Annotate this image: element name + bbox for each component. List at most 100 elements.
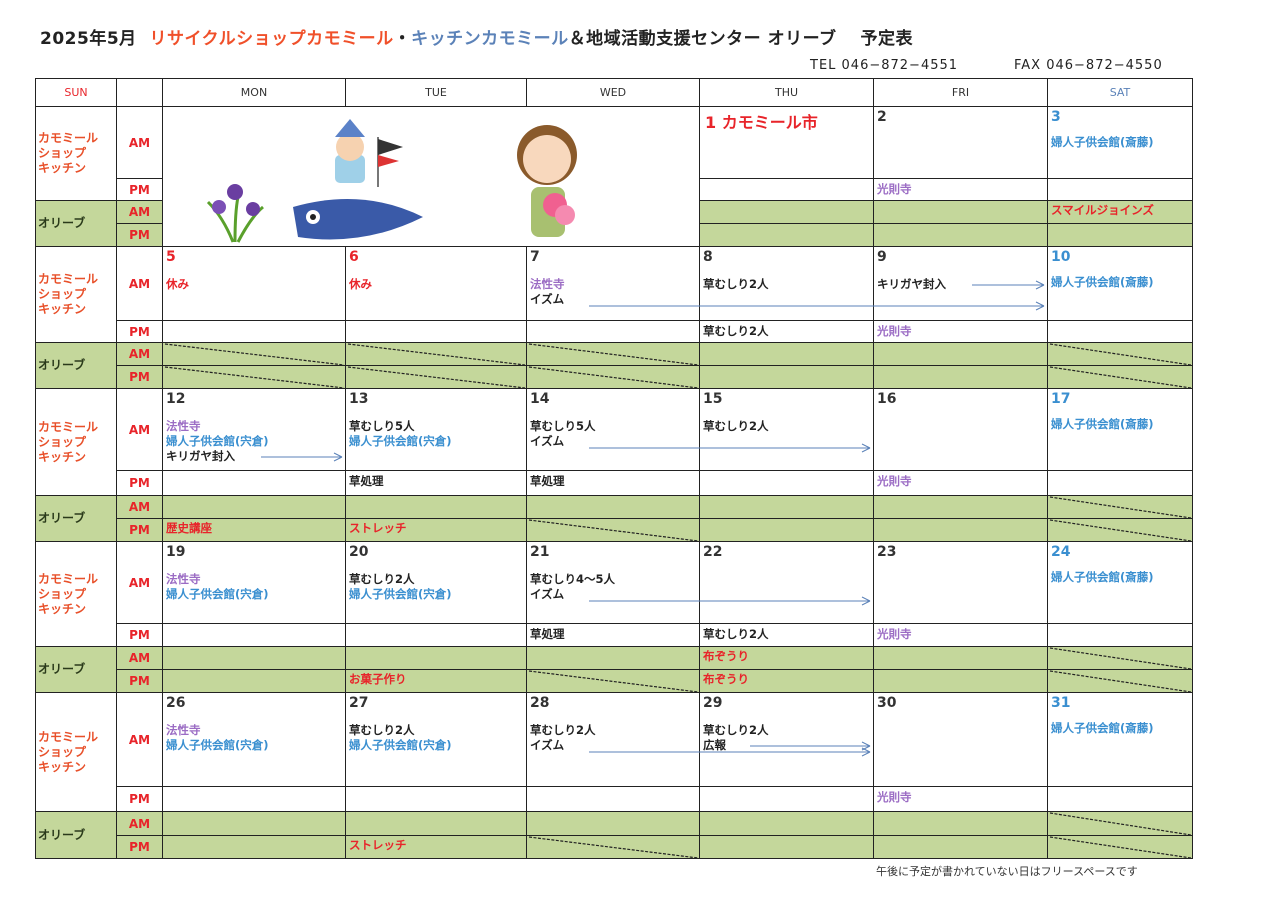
date-number: 10 — [1051, 249, 1071, 265]
am-events: 婦人子供会館(斎藤) — [1049, 135, 1154, 150]
date-number: 15 — [703, 391, 723, 407]
day-cell-am: 21 草むしり4〜5人 イズム — [527, 542, 700, 624]
event: イズム — [530, 292, 565, 306]
row-label-shop: カモミール ショップ キッチン — [36, 389, 117, 496]
day-cell-pm: 草むしり2人 — [700, 321, 874, 343]
girl-with-flowers-icon — [517, 125, 577, 237]
date-number: 26 — [166, 695, 186, 711]
date-number: 13 — [349, 391, 369, 407]
am-events: 婦人子供会館(斎藤) — [1049, 570, 1154, 585]
event: 草むしり5人 — [349, 419, 415, 433]
date-number: 1 カモミール市 — [705, 113, 818, 132]
row-label-shop: カモミール ショップ キッチン — [36, 542, 117, 647]
date-number: 14 — [530, 391, 550, 407]
olive-am-label: AM — [117, 201, 163, 224]
event: ストレッチ — [349, 521, 407, 535]
olive-cell-am — [874, 496, 1048, 519]
event: 草むしり2人 — [530, 723, 596, 737]
am-events: 草むしり5人 婦人子供会館(宍倉) — [347, 419, 452, 449]
olive-cell-pm — [1048, 670, 1193, 693]
row-label-olive: オリーブ — [36, 201, 117, 247]
day-cell-pm — [163, 787, 346, 812]
row-label-shop: カモミール ショップ キッチン — [36, 693, 117, 812]
day-cell-am: 8 草むしり2人 — [700, 247, 874, 321]
day-cell-pm — [1048, 787, 1193, 812]
date-number: 23 — [877, 544, 897, 560]
date-number: 31 — [1051, 695, 1071, 711]
event: 婦人子供会館(宍倉) — [166, 738, 269, 752]
day-cell-pm: 光則寺 — [874, 471, 1048, 496]
day-label-wed: WED — [599, 86, 627, 99]
event: 広報 — [703, 738, 726, 752]
day-cell-pm — [346, 624, 527, 647]
header-sat: SAT — [1048, 79, 1193, 107]
day-cell-pm — [1048, 471, 1193, 496]
olive-cell-am — [527, 343, 700, 366]
olive-events: ストレッチ — [347, 838, 407, 853]
day-cell-pm — [163, 624, 346, 647]
row-label-olive: オリーブ — [36, 343, 117, 389]
pm-events: 光則寺 — [875, 182, 912, 197]
date-number: 22 — [703, 544, 723, 560]
day-cell-pm — [700, 471, 874, 496]
holiday-illustration — [163, 107, 700, 247]
am-label: AM — [128, 276, 151, 291]
am-events: 草むしり2人 婦人子供会館(宍倉) — [347, 572, 452, 602]
olive-cell-am: 布ぞうり — [700, 647, 874, 670]
header-wed: WED — [527, 79, 700, 107]
pm-label: PM — [129, 476, 150, 490]
olive-cell-pm — [700, 366, 874, 389]
calendar-border — [35, 78, 1193, 859]
day-cell-pm: 光則寺 — [874, 624, 1048, 647]
day-cell-pm — [527, 321, 700, 343]
row-label-shop: カモミール ショップ キッチン — [36, 247, 117, 343]
pm-events: 草処理 — [347, 474, 384, 489]
olive-am-label: AM — [117, 496, 163, 519]
event: 婦人子供会館(宍倉) — [349, 587, 452, 601]
day-cell-pm: 光則寺 — [874, 179, 1048, 201]
shop-am-label: AM — [117, 389, 163, 471]
header-fri: FRI — [874, 79, 1048, 107]
day-cell-am: 22 — [700, 542, 874, 624]
olive-cell-pm — [874, 519, 1048, 542]
am-events: 草むしり5人 イズム — [528, 419, 596, 449]
am-events: 草むしり2人 — [701, 419, 769, 434]
shop-kitchen-label: カモミール ショップ キッチン — [38, 131, 99, 175]
olive-cell-pm — [163, 366, 346, 389]
olive-pm-label: PM — [117, 366, 163, 389]
day-cell-am: 26 法性寺 婦人子供会館(宍倉) — [163, 693, 346, 787]
event: 草むしり2人 — [349, 723, 415, 737]
shop-pm-label: PM — [117, 179, 163, 201]
olive-cell-am — [700, 496, 874, 519]
event: 草むしり4〜5人 — [530, 572, 616, 586]
day-label-tue: TUE — [425, 86, 447, 99]
day-cell-am: 23 — [874, 542, 1048, 624]
olive-cell-pm — [700, 519, 874, 542]
date-number: 7 — [530, 249, 540, 265]
date-number: 3 — [1051, 109, 1061, 125]
date-number: 6 — [349, 249, 359, 265]
olive-cell-pm: ストレッチ — [346, 519, 527, 542]
day-cell-am: 12 法性寺 婦人子供会館(宍倉) キリガヤ封入 — [163, 389, 346, 471]
am-label: AM — [128, 651, 151, 665]
day-cell-am: 29 草むしり2人 広報 — [700, 693, 874, 787]
day-cell-am: 13 草むしり5人 婦人子供会館(宍倉) — [346, 389, 527, 471]
date-number: 9 — [877, 249, 887, 265]
event: 婦人子供会館(宍倉) — [166, 434, 269, 448]
event: お菓子作り — [349, 672, 407, 686]
olive-label: オリーブ — [38, 216, 86, 230]
olive-cell-pm — [527, 670, 700, 693]
shop-am-label: AM — [117, 107, 163, 179]
day-cell-am: 10 婦人子供会館(斎藤) — [1048, 247, 1193, 321]
olive-cell-pm — [874, 670, 1048, 693]
event: 法性寺 — [166, 723, 201, 737]
header-mon: MON — [163, 79, 346, 107]
pm-label: PM — [129, 840, 150, 854]
olive-cell-am — [163, 812, 346, 836]
olive-cell-pm — [700, 836, 874, 859]
am-label: AM — [128, 816, 151, 831]
olive-events: 布ぞうり — [701, 649, 749, 664]
olive-cell-am — [1048, 343, 1193, 366]
day-cell-am: 24 婦人子供会館(斎藤) — [1048, 542, 1193, 624]
date-number: 20 — [349, 544, 369, 560]
